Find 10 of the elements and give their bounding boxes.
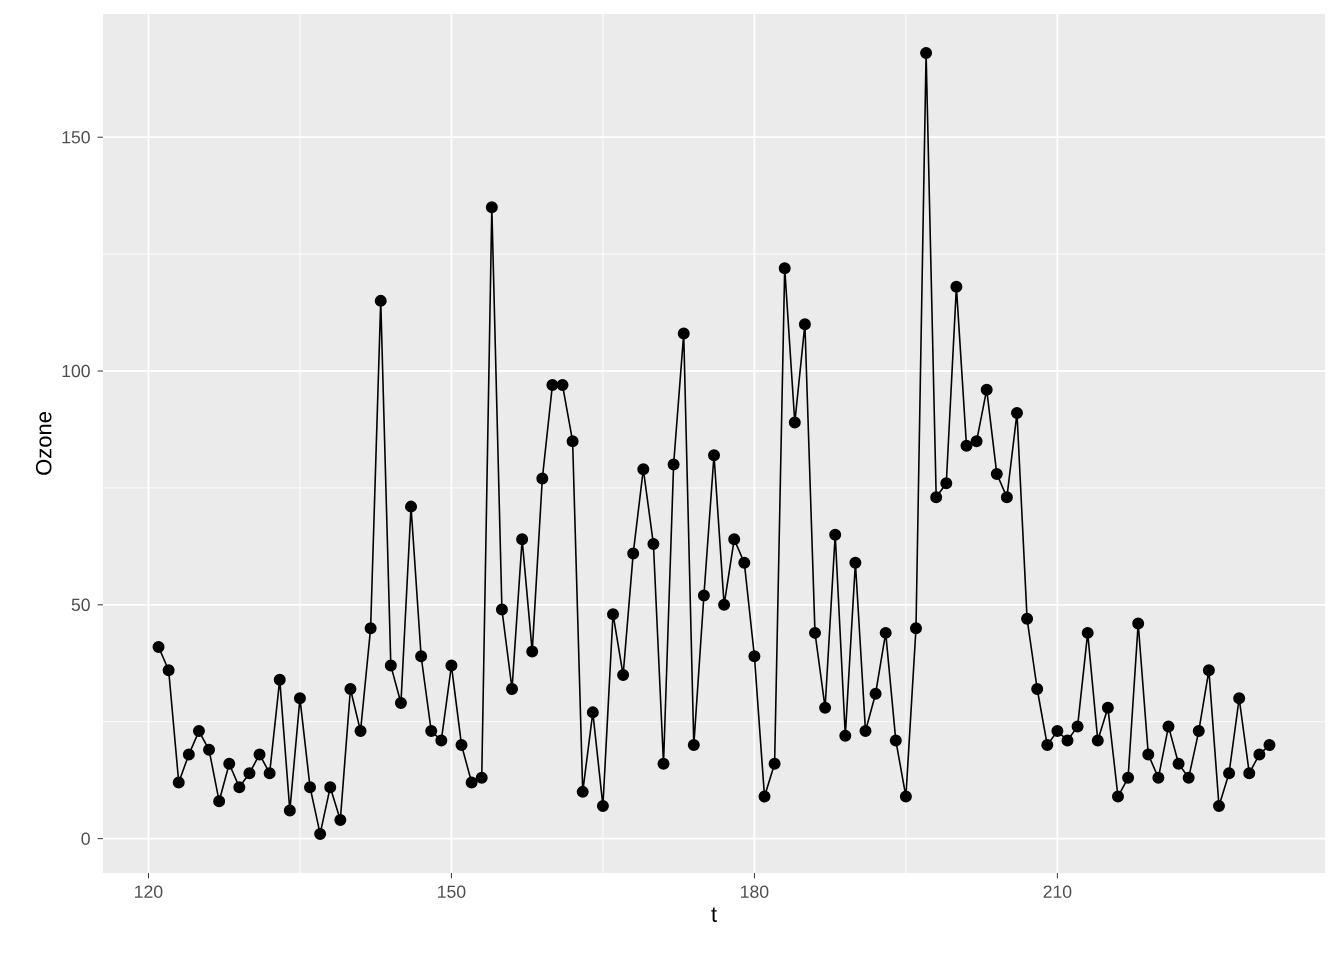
x-tick-label: 150 (438, 885, 466, 898)
y-tick-label: 0 (81, 832, 90, 845)
x-tick-label: 180 (741, 885, 769, 898)
y-tick-label: 50 (71, 598, 90, 612)
y-tick-label: 100 (62, 364, 90, 378)
y-axis-title: Ozone (35, 412, 52, 475)
x-tick-label: 120 (135, 885, 163, 898)
x-axis-title: t (711, 907, 717, 922)
y-tick-label: 150 (62, 130, 90, 144)
x-tick-label: 210 (1043, 885, 1072, 898)
